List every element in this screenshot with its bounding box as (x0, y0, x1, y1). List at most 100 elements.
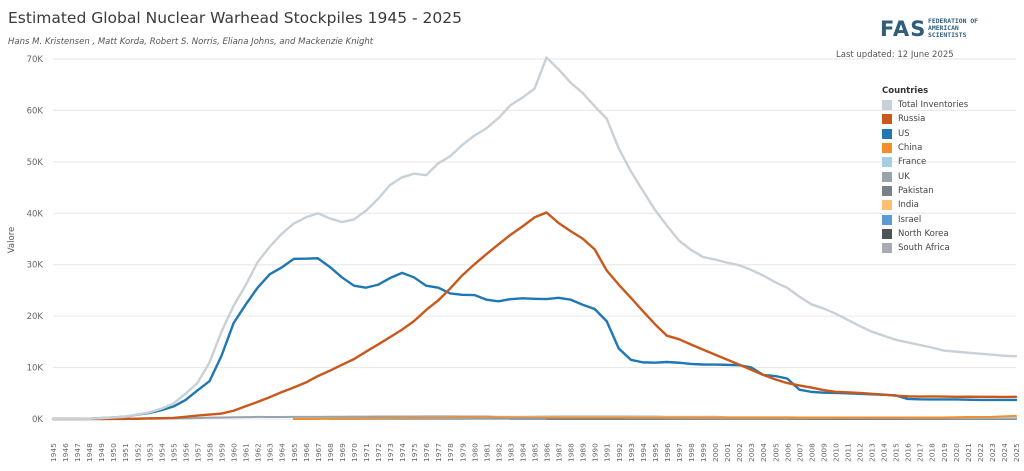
x-tick-label: 1952 (133, 443, 142, 462)
legend-item-south-africa[interactable]: South Africa (882, 241, 968, 255)
legend-item-france[interactable]: France (882, 155, 968, 169)
x-tick-label: 1987 (555, 443, 564, 462)
y-tick-label: 0K (32, 415, 43, 425)
legend: Countries Total Inventories Russia US China… (882, 86, 968, 255)
x-tick-label: 1964 (278, 443, 287, 462)
x-tick-label: 1996 (663, 443, 672, 462)
legend-item-total[interactable]: Total Inventories (882, 98, 968, 112)
x-tick-label: 1946 (61, 443, 70, 462)
legend-swatch (882, 228, 892, 239)
legend-item-north-korea[interactable]: North Korea (882, 227, 968, 241)
x-tick-label: 2020 (952, 443, 961, 462)
legend-item-russia[interactable]: Russia (882, 112, 968, 126)
legend-item-china[interactable]: China (882, 141, 968, 155)
legend-swatch (882, 114, 892, 125)
x-tick-label: 1972 (374, 443, 383, 462)
x-tick-label: 1978 (446, 443, 455, 462)
x-tick-label: 1984 (518, 443, 527, 462)
x-tick-label: 1949 (97, 443, 106, 462)
legend-swatch (882, 185, 892, 196)
legend-item-pakistan[interactable]: Pakistan (882, 184, 968, 198)
x-tick-label: 1992 (615, 443, 624, 462)
legend-swatch (882, 157, 892, 168)
legend-swatch (882, 243, 892, 254)
x-tick-label: 2003 (747, 443, 756, 462)
legend-item-india[interactable]: India (882, 198, 968, 212)
x-tick-label: 2016 (904, 443, 913, 462)
x-tick-label: 1967 (314, 443, 323, 462)
y-tick-label: 40K (27, 209, 44, 219)
x-tick-label: 2015 (892, 443, 901, 462)
legend-item-us[interactable]: US (882, 127, 968, 141)
legend-label: South Africa (898, 243, 950, 254)
x-tick-label: 1963 (266, 443, 275, 462)
x-tick-label: 1979 (458, 443, 467, 462)
x-tick-label: 2008 (807, 443, 816, 462)
x-tick-label: 1997 (675, 443, 684, 462)
x-tick-label: 1991 (603, 443, 612, 462)
x-tick-label: 1976 (422, 443, 431, 462)
x-tick-label: 1988 (567, 443, 576, 462)
x-tick-label: 1982 (494, 443, 503, 462)
legend-title: Countries (882, 86, 929, 96)
fas-logo-name: FEDERATION OF AMERICAN SCIENTISTS (928, 17, 979, 40)
series-line-russia[interactable] (51, 211, 1018, 421)
x-tick-label: 1969 (338, 443, 347, 462)
x-axis: 1945 1946 1947 1948 1949 1950 1951 1952 1953 1954… (49, 443, 1021, 462)
x-tick-label: 1956 (181, 443, 190, 462)
x-tick-label: 2013 (868, 443, 877, 462)
x-tick-label: 2000 (711, 443, 720, 462)
legend-swatch (882, 171, 892, 182)
x-tick-label: 2012 (856, 443, 865, 462)
y-axis: 0K 10K 20K 30K 40K 50K 60K 70K (27, 55, 44, 425)
legend-label: UK (898, 171, 910, 182)
x-tick-label: 2005 (771, 443, 780, 462)
x-tick-label: 2017 (916, 443, 925, 462)
x-tick-label: 2006 (783, 443, 792, 462)
x-tick-label: 1985 (531, 443, 540, 462)
x-tick-label: 2011 (843, 443, 852, 462)
legend-swatch (882, 143, 892, 154)
x-tick-label: 1980 (470, 443, 479, 462)
series-line-china[interactable] (292, 414, 1017, 420)
legend-item-israel[interactable]: Israel (882, 212, 968, 226)
legend-label: India (898, 200, 919, 211)
x-tick-label: 1962 (254, 443, 263, 462)
fas-logo-mark: FAS (880, 17, 927, 41)
x-tick-label: 1948 (85, 443, 94, 462)
legend-label: China (898, 143, 923, 154)
legend-swatch (882, 100, 892, 111)
x-tick-label: 1968 (326, 443, 335, 462)
x-tick-label: 2023 (988, 443, 997, 462)
x-tick-label: 1974 (398, 443, 407, 462)
legend-items: Total Inventories Russia US China France UK Pa… (882, 98, 968, 255)
legend-label: France (898, 157, 927, 168)
gridlines (53, 58, 1016, 420)
x-tick-label: 1994 (639, 443, 648, 462)
y-tick-label: 50K (27, 158, 44, 168)
x-tick-label: 2001 (723, 443, 732, 462)
x-tick-label: 1961 (242, 443, 251, 462)
x-tick-label: 1957 (193, 443, 202, 462)
legend-label: Pakistan (898, 185, 934, 196)
x-tick-label: 1951 (121, 443, 130, 462)
x-tick-label: 1973 (386, 443, 395, 462)
y-tick-label: 60K (27, 106, 44, 116)
x-tick-label: 2019 (940, 443, 949, 462)
x-tick-label: 1990 (591, 443, 600, 462)
x-tick-label: 1959 (218, 443, 227, 462)
x-tick-label: 1966 (302, 443, 311, 462)
x-tick-label: 2022 (976, 443, 985, 462)
legend-label: Israel (898, 214, 922, 225)
legend-label: North Korea (898, 228, 949, 239)
x-tick-label: 1995 (651, 443, 660, 462)
x-tick-label: 1983 (506, 443, 515, 462)
legend-item-uk[interactable]: UK (882, 169, 968, 183)
x-tick-label: 1950 (109, 443, 118, 462)
legend-swatch (882, 214, 892, 225)
x-tick-label: 1977 (434, 443, 443, 462)
y-tick-label: 20K (27, 312, 44, 322)
y-axis-label: Valore (7, 227, 17, 253)
series-line-total[interactable] (51, 56, 1018, 421)
x-tick-label: 1947 (73, 443, 82, 462)
